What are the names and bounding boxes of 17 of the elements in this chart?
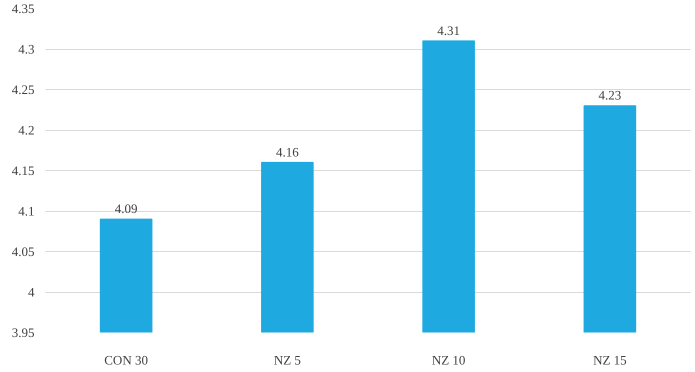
y-tick-label: 4.1 [18,204,34,218]
y-tick-label: 3.95 [12,325,34,340]
y-tick-label: 4.35 [12,1,34,16]
y-tick-label: 4.05 [12,244,34,259]
y-tick-label: 4.25 [12,82,34,97]
data-label: 4.23 [598,88,622,103]
x-tick-label: NZ 10 [432,352,466,368]
x-tick-label: NZ 5 [274,352,301,368]
x-tick-label: CON 30 [104,352,148,368]
data-label: 4.31 [437,22,460,38]
y-tick-label: 4.3 [18,42,34,56]
x-tick-label: NZ 15 [593,352,627,368]
data-label: 4.16 [276,144,300,160]
y-tick-label: 4 [28,284,35,300]
y-tick-label: 4.2 [18,122,34,138]
y-tick-label: 4.15 [12,163,34,178]
data-label: 4.09 [114,201,138,216]
